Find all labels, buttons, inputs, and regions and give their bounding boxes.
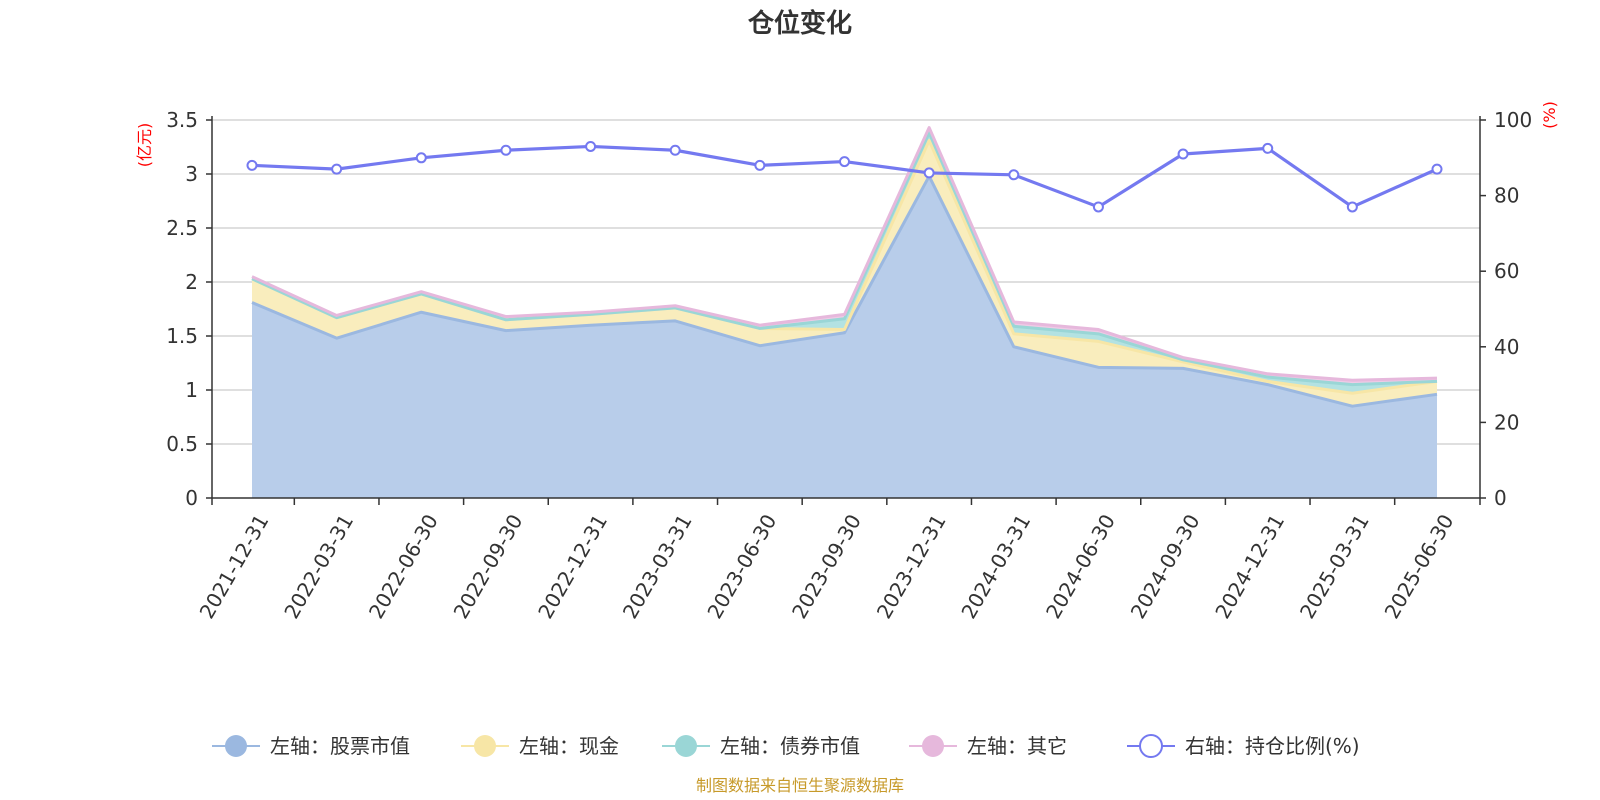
x-tick-label: 2022-06-30	[364, 510, 443, 623]
x-tick-label: 2025-03-31	[1295, 510, 1374, 623]
ratio-point	[1431, 163, 1443, 175]
x-tick-label: 2023-12-31	[872, 510, 951, 623]
right-tick-label: 80	[1494, 184, 1519, 208]
x-tick-label: 2022-12-31	[533, 510, 612, 623]
legend-label: 左轴：其它	[967, 734, 1067, 758]
chart-title: 仓位变化	[747, 8, 852, 39]
x-tick-label: 2021-12-31	[195, 510, 274, 623]
right-tick-label: 100	[1494, 108, 1532, 132]
ratio-point	[1346, 201, 1358, 213]
legend-swatch-marker	[675, 735, 697, 757]
ratio-point	[246, 159, 258, 171]
legend-swatch-marker	[225, 735, 247, 757]
ratio-point	[669, 144, 681, 156]
left-axis-unit: (亿元)	[135, 123, 154, 168]
ratio-point	[1177, 148, 1189, 160]
x-tick-label: 2023-09-30	[787, 510, 866, 623]
x-tick-label: 2022-03-31	[279, 510, 358, 623]
ratio-point	[500, 144, 512, 156]
right-tick-label: 20	[1494, 410, 1519, 434]
right-axis-unit: (%)	[1540, 101, 1559, 129]
left-tick-label: 0	[185, 486, 198, 510]
ratio-point	[1092, 201, 1104, 213]
x-tick-label: 2024-12-31	[1210, 510, 1289, 623]
area-edge-line	[251, 174, 1438, 408]
ratio-point	[331, 163, 343, 175]
legend-label: 左轴：股票市值	[270, 734, 410, 758]
ratio-point	[1262, 142, 1274, 154]
legend-label: 右轴：持仓比例(%)	[1185, 734, 1360, 758]
left-tick-label: 1.5	[166, 324, 198, 348]
legend-swatch-marker	[1139, 734, 1163, 758]
x-tick-label: 2023-03-31	[618, 510, 697, 623]
legend: 左轴：股票市值 左轴：现金 左轴：债券市值 左轴：其它 右轴：持仓比例(%)	[212, 734, 1360, 758]
ratio-line	[246, 140, 1443, 213]
ratio-point	[585, 140, 597, 152]
ratio-point	[923, 167, 935, 179]
left-tick-label: 2.5	[166, 216, 198, 240]
ratio-line-path	[251, 144, 1438, 209]
right-tick-label: 60	[1494, 259, 1519, 283]
x-tick-label: 2024-09-30	[1126, 510, 1205, 623]
ratio-point	[754, 159, 766, 171]
x-tick-label: 2023-06-30	[702, 510, 781, 623]
left-tick-label: 0.5	[166, 432, 198, 456]
left-tick-label: 3.5	[166, 108, 198, 132]
area-fill	[252, 176, 1437, 498]
area-edge-line	[251, 126, 1438, 382]
legend-swatch-marker	[922, 735, 944, 757]
ratio-point	[1008, 169, 1020, 181]
ratio-point	[415, 152, 427, 164]
legend-swatch-marker	[474, 735, 496, 757]
x-tick-label: 2025-06-30	[1380, 510, 1459, 623]
x-tick-label: 2022-09-30	[449, 510, 528, 623]
left-tick-label: 3	[185, 162, 198, 186]
legend-label: 左轴：现金	[519, 734, 619, 758]
x-tick-label: 2024-03-31	[956, 510, 1035, 623]
stacked-areas	[251, 126, 1438, 498]
ratio-point	[839, 156, 850, 168]
area-edge-line	[251, 131, 1438, 387]
x-tick-label: 2024-06-30	[1041, 510, 1120, 623]
right-tick-label: 40	[1494, 335, 1519, 359]
right-tick-label: 0	[1494, 486, 1507, 510]
legend-label: 左轴：债券市值	[720, 734, 860, 758]
left-tick-label: 1	[185, 378, 198, 402]
left-tick-label: 2	[185, 270, 198, 294]
source-note: 制图数据来自恒生聚源数据库	[696, 776, 904, 795]
